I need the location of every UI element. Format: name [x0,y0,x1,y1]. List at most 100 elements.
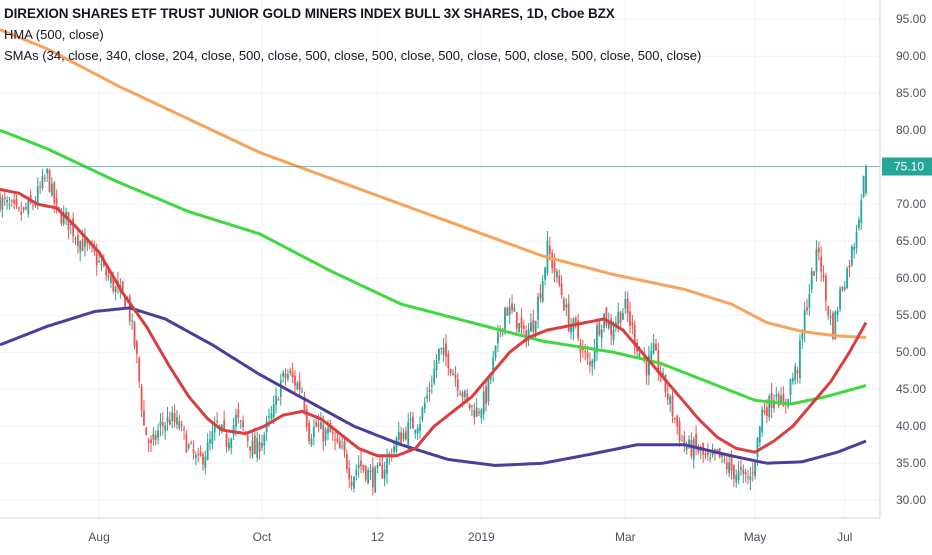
candle-body [265,420,268,433]
candle-body [558,275,561,285]
candle-body [553,262,556,273]
candle-body [633,324,636,346]
candle-body [371,466,374,488]
candle-body [459,394,462,396]
candle-body [426,395,429,399]
candle-body [822,275,825,278]
candle-body [534,320,537,335]
candle-body [508,306,511,316]
y-tick-label: 95.00 [896,12,926,26]
candle-body [589,361,591,366]
candle-body [279,380,282,397]
candle-body [164,425,167,431]
candle-body [688,439,690,447]
candle-body [110,277,112,283]
candle-body [100,264,103,266]
candle-body [666,393,669,400]
candle-body [197,454,200,456]
candle-body [796,369,799,374]
candle-body [289,370,292,373]
candle-body [692,439,695,460]
candle-body [147,440,150,443]
candle-body [152,433,155,440]
candle-body [721,453,723,457]
candle-body [225,434,228,447]
candle-body [539,293,542,299]
candle-body [407,422,410,446]
candle-body [277,398,280,401]
candle-body [25,207,27,209]
candle-body [150,439,152,444]
candle-body [143,410,145,426]
hma-line [0,28,867,339]
candle-body [846,268,849,289]
candle-body [121,281,124,293]
candle-body [272,404,275,418]
candle-body [619,311,622,323]
candle-body [360,460,362,467]
candle-body [740,466,742,470]
candle-body [836,310,839,315]
candle-body [173,413,176,422]
x-tick-label: Aug [88,530,109,544]
candle-body [416,428,419,434]
candle-body [570,326,572,333]
candle-body [251,440,254,456]
candle-body [159,421,162,426]
candle-body [626,298,629,314]
candle-body [824,275,827,301]
candle-body [437,348,440,361]
candle-body [522,325,525,329]
candle-body [51,183,53,196]
candle-body [135,341,138,354]
candle-body [185,434,188,453]
candle-body [461,392,464,398]
candle-body [400,432,403,444]
x-tick-label: May [744,530,767,544]
x-tick-label: 2019 [468,530,495,544]
hma-legend: HMA (500, close) [4,27,104,42]
candle-body [850,246,853,265]
candle-body [3,197,6,200]
y-axis: 30.00 35.00 40.00 45.00 50.00 55.00 60.00 65.00… [0,0,932,519]
candle-body [124,297,126,307]
candle-body [46,168,49,174]
candle-body [1,197,4,210]
candle-body [563,298,565,311]
candle-body [596,325,598,353]
candle-body [343,441,346,452]
candle-body [614,322,617,325]
candle-body [555,270,558,278]
candle-body [454,374,457,379]
candle-body [166,416,169,423]
candle-body [685,445,688,451]
candle-body [496,332,499,344]
candle-body [751,472,754,474]
candle-body [402,432,405,440]
candle-body [379,462,381,467]
candle-body [397,432,400,440]
candle-body [610,318,613,336]
candle-body [513,307,516,312]
candle-body [350,481,353,487]
candle-body [622,313,624,320]
candle-body [567,303,570,331]
candle-body [511,303,513,311]
candle-body [839,288,841,310]
candle-body [275,395,277,405]
candle-body [565,304,568,308]
candle-body [76,235,79,247]
candle-body [249,446,252,451]
candle-body [777,393,780,406]
candle-body [131,320,134,322]
candle-body [650,350,653,360]
candle-body [681,440,683,442]
candle-body [194,454,197,458]
candle-body [617,311,620,325]
candle-body [315,422,318,427]
candle-body [190,442,193,444]
candle-body [631,322,634,326]
candle-body [551,252,554,269]
candle-body [334,439,336,441]
y-tick-label: 45.00 [896,382,926,396]
